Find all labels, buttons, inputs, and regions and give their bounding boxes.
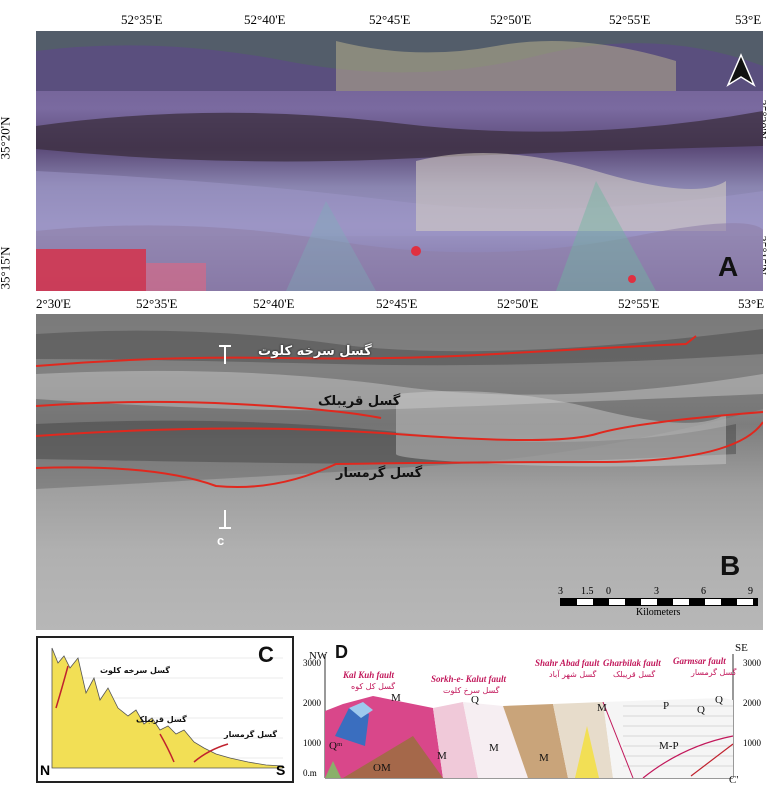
profile-end-north: N bbox=[40, 762, 51, 778]
scale-tick: 9 bbox=[748, 586, 753, 597]
profile-label-garmsar: گسل گرمسار bbox=[224, 730, 278, 739]
elev-tick: 0.m bbox=[303, 768, 317, 778]
fault-name-kal-kuh-fa: گسل کل کوه bbox=[351, 682, 396, 691]
panel-a-satellite-image: A bbox=[36, 31, 763, 291]
hillshade-texture bbox=[36, 314, 763, 529]
unit-label: Qᵐ bbox=[329, 740, 343, 752]
scale-tick: 3 bbox=[558, 586, 563, 597]
fault-name-shahr-abad: Shahr Abad fault bbox=[535, 658, 600, 668]
fault-label-sorkh-kalut: گسل سرخه کلوت bbox=[258, 344, 372, 359]
panel-b-hillshade: گسل سرخه کلوت گسل قریبلک گسل گرمسار c B … bbox=[36, 314, 763, 630]
unit-label: Q bbox=[471, 694, 479, 706]
elev-tick-right: 3000 bbox=[743, 658, 761, 668]
lat-label: 35°15'N bbox=[0, 246, 13, 290]
lon-label: 52°50'E bbox=[490, 12, 532, 27]
lat-label: 35°20'N bbox=[0, 116, 13, 160]
unit-label: M bbox=[391, 692, 401, 704]
lon-label: 52°45'E bbox=[376, 296, 418, 311]
profile-end-south: S bbox=[276, 762, 286, 778]
lon-label: 53°E bbox=[735, 12, 762, 27]
panel-a-letter: A bbox=[718, 251, 739, 282]
panel-c-letter: C bbox=[258, 642, 274, 667]
lon-label: 52°55'E bbox=[618, 296, 660, 311]
unit-label: OM bbox=[373, 762, 391, 774]
fault-name-sorkh-kalut: Sorkh-e- Kalut fault bbox=[431, 674, 507, 684]
fault-name-gharbilak: Gharbilak fault bbox=[603, 658, 661, 668]
profile-chart bbox=[51, 647, 284, 769]
lon-label: 52°50'E bbox=[497, 296, 539, 311]
fault-line-garmsar bbox=[36, 421, 763, 489]
fault-name-gharbilak-fa: گسل قریبلک bbox=[613, 670, 656, 679]
elev-tick: 3000 bbox=[303, 658, 321, 668]
lon-label: 52°45'E bbox=[369, 12, 411, 27]
unit-label: M bbox=[489, 742, 499, 754]
section-marker-label: c bbox=[217, 533, 225, 548]
fault-name-garmsar: Garmsar fault bbox=[673, 656, 726, 666]
lon-label: 52°55'E bbox=[609, 12, 651, 27]
lon-label: 52°35'E bbox=[136, 296, 178, 311]
north-arrow-icon bbox=[726, 53, 756, 87]
fault-name-sorkh-kalut-fa: گسل سرخ کلوت bbox=[443, 686, 500, 695]
fault-label-gharbilak: گسل قریبلک bbox=[318, 394, 401, 409]
elev-tick: 2000 bbox=[303, 698, 321, 708]
unit-label: Q bbox=[697, 704, 705, 716]
panel-c-profile: گسل سرخه کلوت گسل قریبلک گسل گرمسار C N … bbox=[36, 636, 294, 783]
panel-d-letter: D bbox=[335, 642, 348, 662]
section-end-nw: NW bbox=[309, 650, 328, 662]
scale-tick: 6 bbox=[701, 586, 706, 597]
scale-bar bbox=[560, 598, 758, 606]
profile-label-gharbilak: گسل قریبلک bbox=[136, 715, 187, 724]
lon-label: 53°E bbox=[738, 296, 765, 311]
lon-label: 2°30'E bbox=[36, 296, 71, 311]
scale-tick: 3 bbox=[654, 586, 659, 597]
profile-label-sorkh-kalut: گسل سرخه کلوت bbox=[100, 666, 170, 675]
scale-unit: Kilometers bbox=[636, 607, 681, 618]
lon-label: 52°40'E bbox=[253, 296, 295, 311]
lon-label: 52°40'E bbox=[244, 12, 286, 27]
satellite-texture bbox=[36, 31, 763, 291]
elev-tick-right: 1000 bbox=[743, 738, 761, 748]
unit-label: M bbox=[539, 752, 549, 764]
unit-label: M bbox=[597, 702, 607, 714]
panel-b-letter: B bbox=[720, 550, 741, 581]
scale-tick: 1.5 bbox=[581, 586, 594, 597]
section-end-se: SE bbox=[735, 642, 748, 654]
unit-label: M bbox=[437, 750, 447, 762]
fault-label-garmsar: گسل گرمسار bbox=[336, 466, 423, 481]
fault-name-garmsar-fa: گسل گرمسار bbox=[691, 668, 737, 677]
fault-line-sorkh-kalut bbox=[36, 335, 697, 367]
fault-name-kal-kuh: Kal Kuh fault bbox=[343, 670, 395, 680]
fault-name-shahr-abad-fa: گسل شهر آباد bbox=[549, 670, 597, 679]
cross-section-drawing bbox=[324, 654, 734, 779]
unit-label: M-P bbox=[659, 740, 679, 752]
panel-d-cross-section: D NW SE 3000 2000 1000 0.m 3000 2000 100… bbox=[303, 636, 773, 786]
section-end-label: C' bbox=[729, 774, 739, 786]
section-marker-top bbox=[219, 345, 231, 364]
scale-tick: 0 bbox=[606, 586, 611, 597]
elev-tick: 1000 bbox=[303, 738, 321, 748]
fault-line-gharbilak bbox=[36, 400, 382, 419]
lon-label: 52°35'E bbox=[121, 12, 163, 27]
section-marker-bottom bbox=[219, 510, 231, 529]
elev-tick-right: 2000 bbox=[743, 698, 761, 708]
fault-line-shahr-abad bbox=[36, 411, 763, 441]
unit-label: P bbox=[663, 700, 670, 712]
unit-label: Q bbox=[715, 694, 723, 706]
